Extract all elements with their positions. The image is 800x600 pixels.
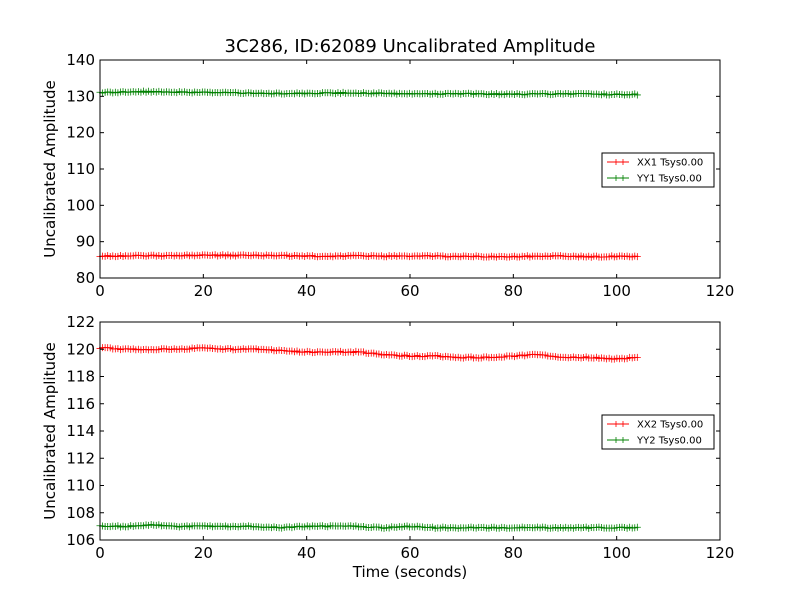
legend-box [601, 152, 715, 188]
legend: XX1 Tsys0.00 YY1 Tsys0.00 [601, 152, 715, 188]
legend-marker [613, 421, 626, 427]
y-tick-label: 114 [66, 422, 95, 440]
x-tick-label: 80 [504, 544, 523, 562]
legend-label: XX1 Tsys0.00 [637, 158, 703, 169]
y-tick-label: 108 [66, 504, 95, 522]
x-tick-label: 80 [504, 282, 523, 300]
top-y-axis-label: Uncalibrated Amplitude [41, 80, 59, 257]
y-tick-label: 122 [66, 313, 95, 331]
y-tick-label: 110 [66, 477, 95, 495]
y-tick-label: 90 [76, 233, 95, 251]
y-tick-label: 106 [66, 531, 95, 549]
chart-title: 3C286, ID:62089 Uncalibrated Amplitude [225, 36, 596, 57]
x-tick-label: 120 [706, 544, 735, 562]
series-yy2 [96, 521, 641, 532]
x-tick-label: 40 [297, 282, 316, 300]
x-tick-label: 100 [602, 544, 631, 562]
legend-marker [613, 159, 626, 165]
legend-label: YY1 Tsys0.00 [636, 174, 702, 185]
y-tick-label: 100 [66, 196, 95, 214]
y-tick-label: 140 [66, 51, 95, 69]
y-tick-label: 120 [66, 124, 95, 142]
x-tick-label: 40 [297, 544, 316, 562]
legend-label: YY2 Tsys0.00 [636, 436, 702, 447]
legend-marker [613, 175, 626, 181]
x-tick-label: 0 [95, 282, 105, 300]
y-tick-label: 130 [66, 87, 95, 105]
bottom-y-axis-label: Uncalibrated Amplitude [41, 342, 59, 519]
x-tick-label: 0 [95, 544, 105, 562]
legend-label: XX2 Tsys0.00 [637, 420, 703, 431]
y-tick-label: 120 [66, 340, 95, 358]
x-tick-label: 20 [194, 282, 213, 300]
legend-marker [613, 437, 626, 443]
x-tick-label: 60 [400, 282, 419, 300]
y-tick-label: 116 [66, 395, 95, 413]
top-panel: 3C286, ID:62089 Uncalibrated Amplitude U… [41, 36, 734, 300]
bottom-panel: Uncalibrated Amplitude Time (seconds) 0 2… [41, 313, 734, 581]
x-tick-label: 20 [194, 544, 213, 562]
x-axis-label: Time (seconds) [352, 563, 468, 581]
legend: XX2 Tsys0.00 YY2 Tsys0.00 [601, 414, 715, 450]
legend-box [601, 414, 715, 450]
y-tick-label: 110 [66, 160, 95, 178]
y-tick-label: 80 [76, 269, 95, 287]
y-tick-label: 112 [66, 449, 95, 467]
y-tick-label: 118 [66, 368, 95, 386]
x-tick-label: 60 [400, 544, 419, 562]
x-tick-label: 120 [706, 282, 735, 300]
x-tick-label: 100 [602, 282, 631, 300]
